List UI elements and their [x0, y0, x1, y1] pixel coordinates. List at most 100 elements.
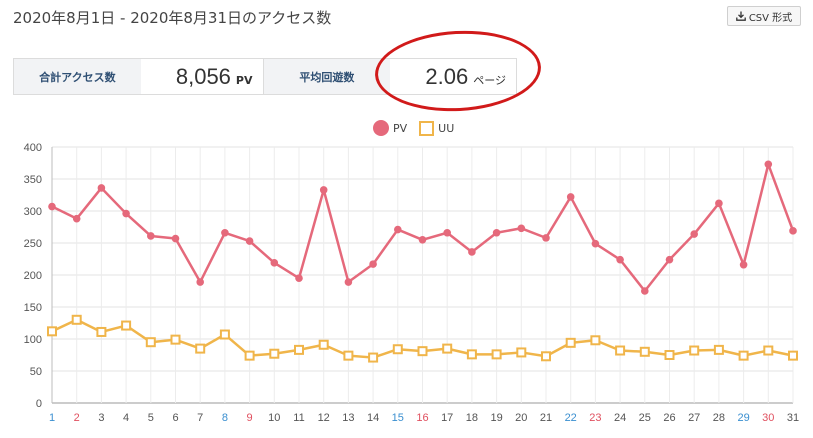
legend-uu-label[interactable]: UU — [438, 121, 455, 135]
x-tick-label: 17 — [441, 412, 453, 424]
y-tick-label: 50 — [30, 366, 42, 378]
x-tick-label: 6 — [172, 412, 178, 424]
x-tick-label: 27 — [688, 412, 700, 424]
data-point-uu — [368, 352, 379, 363]
x-tick-label: 25 — [639, 412, 651, 424]
legend-pv-marker[interactable] — [373, 120, 389, 136]
data-point-uu — [96, 326, 107, 337]
data-point-pv — [690, 230, 698, 238]
x-tick-label: 26 — [663, 412, 675, 424]
data-point-uu — [615, 345, 626, 356]
data-point-pv — [344, 278, 353, 286]
data-point-uu — [71, 314, 82, 325]
data-point-uu — [121, 320, 132, 331]
data-point-uu — [392, 344, 403, 355]
data-point-uu — [47, 326, 57, 337]
data-point-pv — [517, 224, 526, 233]
y-tick-label: 350 — [24, 174, 42, 186]
x-tick-label: 7 — [197, 412, 203, 424]
data-point-uu — [763, 345, 774, 356]
x-tick-label: 21 — [540, 412, 552, 424]
data-point-uu — [788, 350, 798, 361]
avg-pages-number: 2.06 — [425, 64, 469, 89]
x-tick-label: 20 — [515, 412, 527, 424]
avg-pages-value: 2.06 ページ — [390, 59, 516, 94]
x-tick-label: 2 — [74, 412, 80, 424]
x-tick-label: 30 — [762, 412, 774, 424]
x-tick-label: 19 — [490, 412, 502, 424]
page-title: 2020年8月1日 - 2020年8月31日のアクセス数 — [13, 9, 332, 27]
x-tick-label: 29 — [737, 412, 749, 424]
data-point-uu — [145, 337, 156, 348]
data-point-pv — [245, 237, 254, 245]
data-point-uu — [713, 344, 724, 355]
x-tick-label: 23 — [589, 412, 601, 424]
data-point-uu — [417, 346, 428, 357]
data-point-pv — [641, 287, 649, 295]
y-tick-label: 0 — [36, 398, 42, 410]
y-tick-label: 400 — [24, 142, 42, 154]
x-tick-label: 8 — [222, 412, 228, 424]
data-point-uu — [541, 351, 551, 362]
x-tick-label: 13 — [342, 412, 354, 424]
chart-legend: PV UU — [373, 120, 454, 136]
total-access-value: 8,056 PV — [141, 59, 263, 94]
data-point-pv — [97, 184, 106, 192]
data-point-pv — [715, 199, 723, 208]
data-point-pv — [492, 228, 501, 237]
data-point-pv — [764, 160, 773, 169]
data-point-uu — [244, 350, 255, 361]
data-point-uu — [343, 350, 354, 361]
x-tick-label: 5 — [148, 412, 154, 424]
data-point-uu — [639, 346, 650, 357]
x-tick-label: 3 — [98, 412, 104, 424]
legend-uu-marker[interactable] — [419, 120, 435, 136]
x-tick-label: 9 — [247, 412, 253, 424]
x-tick-label: 24 — [614, 412, 626, 424]
legend-pv-label[interactable]: PV — [393, 121, 408, 135]
data-point-pv — [665, 255, 674, 264]
x-tick-label: 22 — [565, 412, 577, 424]
summary-panel: 合計アクセス数 8,056 PV 平均回遊数 2.06 ページ — [13, 58, 517, 95]
x-tick-label: 10 — [268, 412, 280, 424]
x-tick-label: 1 — [49, 412, 55, 424]
csv-export-label: CSV 形式 — [748, 12, 793, 24]
data-point-uu — [738, 350, 749, 361]
data-point-pv — [369, 260, 377, 268]
total-access-number: 8,056 — [175, 64, 231, 89]
data-point-pv — [122, 209, 130, 218]
data-point-uu — [565, 337, 576, 348]
data-point-pv — [48, 202, 56, 211]
y-tick-label: 250 — [24, 238, 42, 250]
data-point-uu — [195, 343, 206, 354]
data-point-pv — [616, 255, 624, 264]
data-point-uu — [294, 344, 304, 355]
data-point-pv — [147, 232, 155, 240]
data-point-uu — [516, 347, 527, 358]
data-point-uu — [664, 350, 675, 360]
data-point-pv — [394, 225, 402, 234]
data-point-uu — [170, 334, 181, 345]
data-point-pv — [443, 228, 452, 237]
data-point-pv — [418, 236, 427, 244]
data-point-pv — [72, 214, 81, 223]
data-point-pv — [789, 227, 797, 235]
x-tick-label: 18 — [466, 412, 478, 424]
data-point-pv — [295, 274, 303, 283]
x-tick-label: 4 — [123, 412, 129, 424]
data-point-pv — [171, 234, 180, 243]
x-tick-label: 15 — [392, 412, 404, 424]
data-point-uu — [491, 349, 502, 360]
data-point-pv — [270, 259, 279, 267]
y-tick-label: 200 — [24, 270, 42, 282]
avg-pages-unit: ページ — [473, 74, 506, 87]
data-point-pv — [221, 228, 229, 237]
x-tick-label: 11 — [293, 412, 304, 424]
total-access-unit: PV — [235, 74, 253, 87]
data-point-pv — [196, 278, 204, 286]
download-icon — [735, 11, 746, 21]
x-tick-label: 31 — [787, 412, 799, 424]
x-tick-label: 16 — [416, 412, 428, 424]
csv-export-button[interactable]: CSV 形式 — [727, 6, 801, 26]
